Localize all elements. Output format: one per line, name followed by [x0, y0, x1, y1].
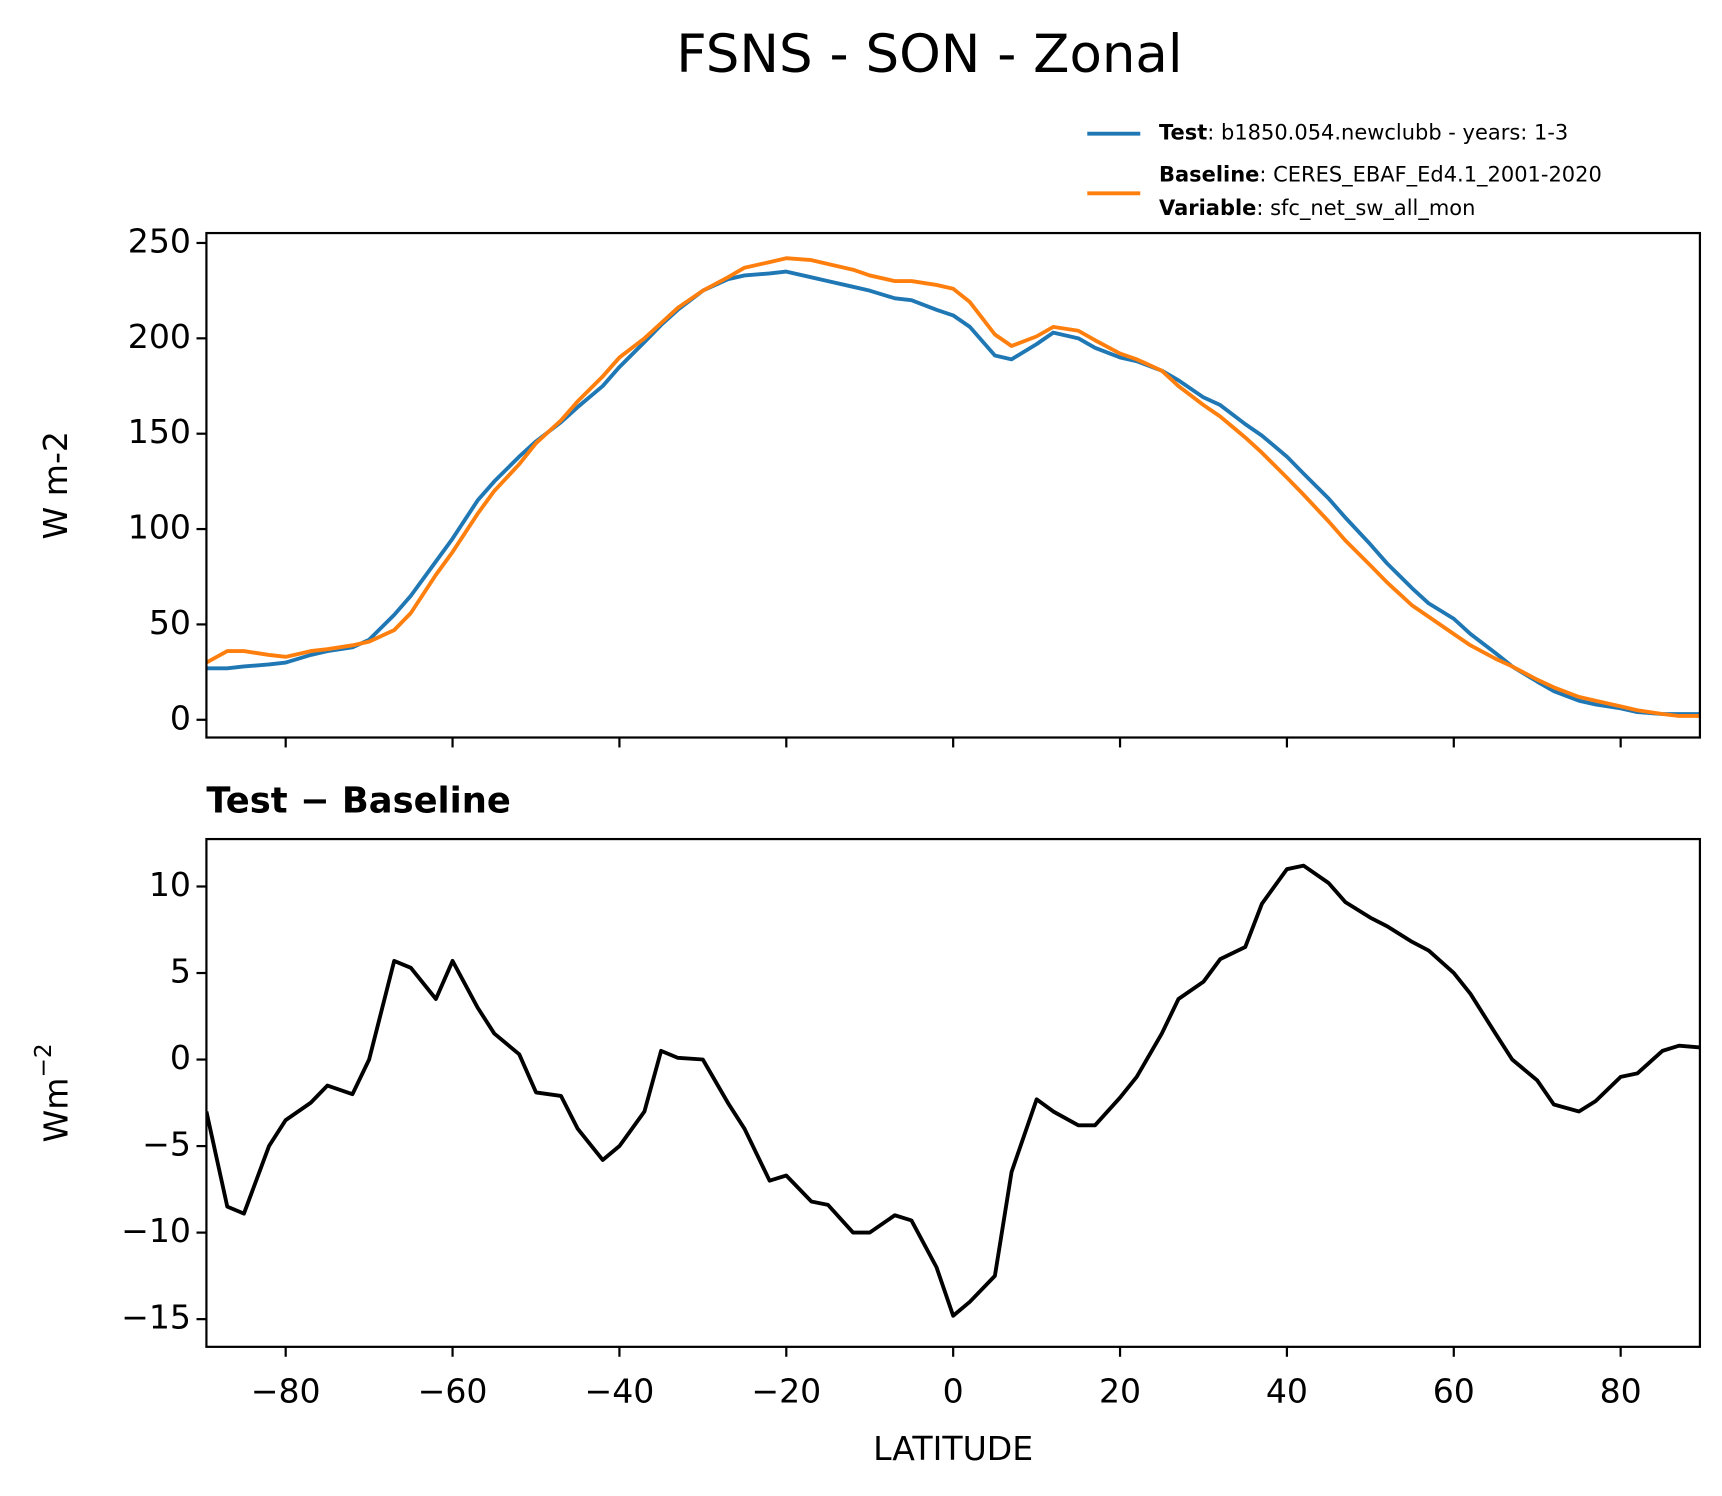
legend-name: Test [1159, 121, 1207, 145]
subplot-title: Test − Baseline [206, 781, 510, 822]
y-tick-label: 100 [128, 508, 191, 547]
y-tick-label: 200 [128, 317, 191, 356]
x-tick-label: −80 [251, 1372, 321, 1411]
y-axis-label: Wm−2 [30, 1043, 75, 1142]
axes-frame [205, 837, 1702, 1348]
series-line [206, 863, 1700, 1318]
legend-name: Baseline [1159, 163, 1259, 187]
series-line [206, 256, 1700, 718]
x-tick-label: 60 [1433, 1372, 1475, 1411]
y-axis-label-sup: −2 [30, 1043, 57, 1077]
y-tick-label: 5 [170, 952, 191, 991]
y-tick-label: 10 [149, 865, 191, 904]
y-tick-label: −5 [142, 1125, 191, 1164]
figure-title: FSNS - SON - Zonal [676, 24, 1182, 85]
y-tick-label: −10 [121, 1211, 191, 1250]
x-axis-label: LATITUDE [873, 1429, 1033, 1468]
y-tick-label: 0 [170, 698, 191, 737]
legend-label: Baseline: CERES_EBAF_Ed4.1_2001-2020 [1159, 163, 1602, 188]
y-tick-label: 50 [149, 603, 191, 642]
x-tick-label: −40 [584, 1372, 654, 1411]
y-axis-label-base: Wm [36, 1078, 75, 1143]
y-tick-label: 250 [128, 221, 191, 260]
x-tick-label: 0 [943, 1372, 964, 1411]
legend-detail: : sfc_net_sw_all_mon [1256, 196, 1475, 221]
x-tick-label: 80 [1600, 1372, 1642, 1411]
legend-label: Variable: sfc_net_sw_all_mon [1159, 196, 1475, 221]
x-tick-label: −20 [751, 1372, 821, 1411]
y-tick-label: 150 [128, 412, 191, 451]
axes-frame [205, 231, 1702, 739]
legend-name: Variable [1159, 196, 1256, 220]
series-line [206, 269, 1700, 716]
legend-detail: : CERES_EBAF_Ed4.1_2001-2020 [1259, 163, 1601, 188]
y-tick-label: 0 [170, 1038, 191, 1077]
x-tick-label: 20 [1099, 1372, 1141, 1411]
x-tick-label: 40 [1266, 1372, 1308, 1411]
legend-detail: : b1850.054.newclubb - years: 1-3 [1207, 121, 1568, 145]
x-tick-label: −60 [418, 1372, 488, 1411]
y-axis-label: W m-2 [36, 431, 75, 540]
y-tick-label: −15 [121, 1298, 191, 1337]
legend-label: Test: b1850.054.newclubb - years: 1-3 [1159, 121, 1568, 145]
